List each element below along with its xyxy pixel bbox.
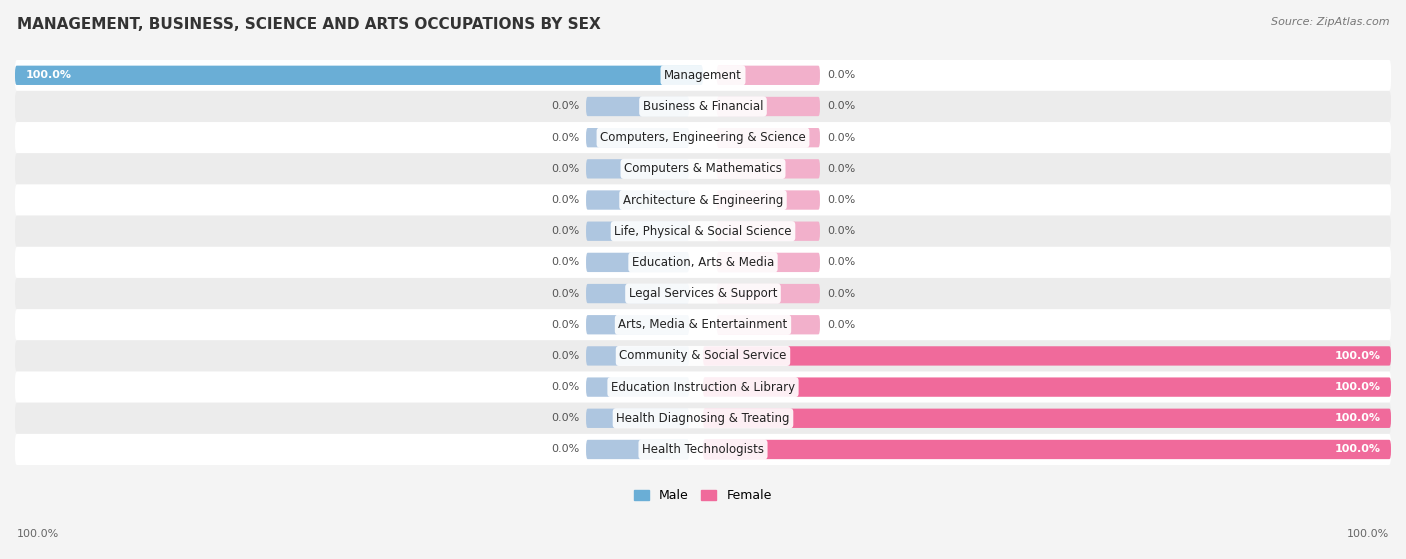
FancyBboxPatch shape: [717, 191, 820, 210]
FancyBboxPatch shape: [15, 278, 1391, 309]
Text: 0.0%: 0.0%: [827, 70, 855, 80]
Text: 100.0%: 100.0%: [1334, 382, 1381, 392]
FancyBboxPatch shape: [717, 284, 820, 303]
Text: Life, Physical & Social Science: Life, Physical & Social Science: [614, 225, 792, 238]
Text: Health Technologists: Health Technologists: [643, 443, 763, 456]
Text: 0.0%: 0.0%: [551, 164, 579, 174]
FancyBboxPatch shape: [15, 60, 1391, 91]
FancyBboxPatch shape: [15, 184, 1391, 216]
FancyBboxPatch shape: [15, 372, 1391, 402]
FancyBboxPatch shape: [586, 159, 689, 178]
Text: MANAGEMENT, BUSINESS, SCIENCE AND ARTS OCCUPATIONS BY SEX: MANAGEMENT, BUSINESS, SCIENCE AND ARTS O…: [17, 17, 600, 32]
Text: 100.0%: 100.0%: [25, 70, 72, 80]
FancyBboxPatch shape: [15, 153, 1391, 184]
Text: Education Instruction & Library: Education Instruction & Library: [612, 381, 794, 394]
Text: 100.0%: 100.0%: [17, 529, 59, 539]
FancyBboxPatch shape: [586, 315, 689, 334]
FancyBboxPatch shape: [586, 128, 689, 148]
FancyBboxPatch shape: [717, 221, 820, 241]
Text: 100.0%: 100.0%: [1334, 351, 1381, 361]
Text: Business & Financial: Business & Financial: [643, 100, 763, 113]
Text: Community & Social Service: Community & Social Service: [619, 349, 787, 362]
Text: 0.0%: 0.0%: [551, 195, 579, 205]
FancyBboxPatch shape: [15, 216, 1391, 247]
Text: 0.0%: 0.0%: [551, 351, 579, 361]
FancyBboxPatch shape: [703, 409, 1391, 428]
FancyBboxPatch shape: [703, 440, 1391, 459]
FancyBboxPatch shape: [703, 346, 1391, 366]
FancyBboxPatch shape: [15, 65, 703, 85]
FancyBboxPatch shape: [586, 191, 689, 210]
FancyBboxPatch shape: [703, 377, 1391, 397]
FancyBboxPatch shape: [586, 409, 689, 428]
Text: Health Diagnosing & Treating: Health Diagnosing & Treating: [616, 412, 790, 425]
FancyBboxPatch shape: [717, 315, 820, 334]
FancyBboxPatch shape: [586, 97, 689, 116]
Text: 0.0%: 0.0%: [827, 257, 855, 267]
Text: 0.0%: 0.0%: [827, 195, 855, 205]
FancyBboxPatch shape: [15, 91, 1391, 122]
Text: Management: Management: [664, 69, 742, 82]
FancyBboxPatch shape: [717, 159, 820, 178]
Text: 0.0%: 0.0%: [551, 320, 579, 330]
Text: 0.0%: 0.0%: [551, 382, 579, 392]
FancyBboxPatch shape: [15, 309, 1391, 340]
Text: 0.0%: 0.0%: [827, 102, 855, 111]
FancyBboxPatch shape: [586, 346, 689, 366]
Text: 0.0%: 0.0%: [827, 226, 855, 236]
Text: 0.0%: 0.0%: [551, 132, 579, 143]
FancyBboxPatch shape: [586, 377, 689, 397]
FancyBboxPatch shape: [586, 440, 689, 459]
FancyBboxPatch shape: [15, 122, 1391, 153]
Text: Computers & Mathematics: Computers & Mathematics: [624, 162, 782, 176]
Text: Source: ZipAtlas.com: Source: ZipAtlas.com: [1271, 17, 1389, 27]
FancyBboxPatch shape: [586, 284, 689, 303]
Text: 100.0%: 100.0%: [1347, 529, 1389, 539]
Legend: Male, Female: Male, Female: [630, 485, 776, 508]
FancyBboxPatch shape: [15, 247, 1391, 278]
Text: 0.0%: 0.0%: [551, 257, 579, 267]
Text: Computers, Engineering & Science: Computers, Engineering & Science: [600, 131, 806, 144]
Text: 0.0%: 0.0%: [827, 164, 855, 174]
Text: Arts, Media & Entertainment: Arts, Media & Entertainment: [619, 318, 787, 331]
FancyBboxPatch shape: [15, 402, 1391, 434]
Text: 0.0%: 0.0%: [551, 413, 579, 423]
FancyBboxPatch shape: [717, 65, 820, 85]
Text: 100.0%: 100.0%: [1334, 444, 1381, 454]
FancyBboxPatch shape: [586, 221, 689, 241]
FancyBboxPatch shape: [15, 434, 1391, 465]
FancyBboxPatch shape: [717, 128, 820, 148]
Text: 0.0%: 0.0%: [827, 132, 855, 143]
Text: 0.0%: 0.0%: [551, 444, 579, 454]
FancyBboxPatch shape: [586, 253, 689, 272]
Text: Education, Arts & Media: Education, Arts & Media: [631, 256, 775, 269]
Text: 100.0%: 100.0%: [1334, 413, 1381, 423]
Text: Architecture & Engineering: Architecture & Engineering: [623, 193, 783, 206]
FancyBboxPatch shape: [15, 340, 1391, 372]
Text: 0.0%: 0.0%: [551, 288, 579, 299]
Text: 0.0%: 0.0%: [551, 226, 579, 236]
FancyBboxPatch shape: [717, 97, 820, 116]
Text: 0.0%: 0.0%: [551, 102, 579, 111]
Text: Legal Services & Support: Legal Services & Support: [628, 287, 778, 300]
FancyBboxPatch shape: [717, 253, 820, 272]
Text: 0.0%: 0.0%: [827, 320, 855, 330]
Text: 0.0%: 0.0%: [827, 288, 855, 299]
